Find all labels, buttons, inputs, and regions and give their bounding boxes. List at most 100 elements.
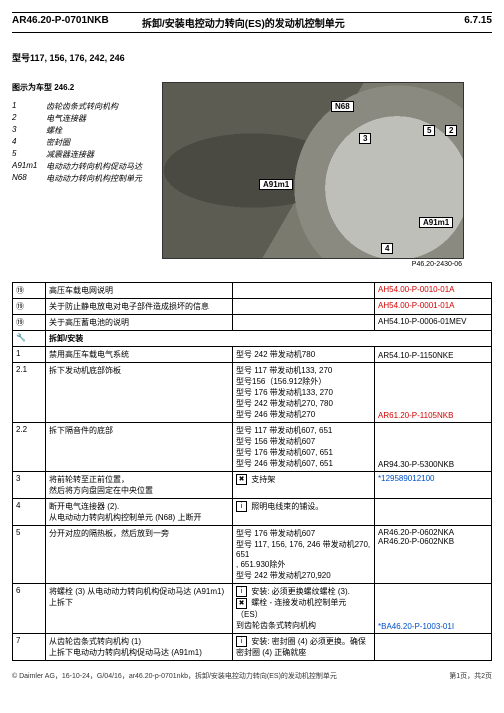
- step-no: 7: [13, 633, 46, 660]
- step-ref: AH54.00-P-0001-01A: [375, 299, 492, 315]
- step-no: ⑲: [13, 299, 46, 315]
- section-icon: 🔧: [13, 331, 46, 347]
- callout-label: 4: [381, 243, 393, 254]
- step-desc: 关于高压蓄电池的说明: [46, 315, 233, 331]
- step-cond: i 照明电线束的铺设。: [233, 499, 375, 526]
- info-icon: i: [236, 501, 247, 512]
- step-ref: *BA46.20-P-1003-01I: [375, 584, 492, 634]
- step-ref: AH54.00-P-0010-01A: [375, 283, 492, 299]
- table-row: 3将前轮转至正前位置，然后将方向盘固定在中央位置✖ 支持架*1295890121…: [13, 472, 492, 499]
- footer-left: © Daimler AG，16-10-24，G/04/16，ar46.20-p-…: [12, 671, 337, 681]
- info-icon: i: [236, 636, 247, 647]
- step-ref: AR94.30-P-5300NKB: [375, 423, 492, 472]
- table-row: ⑲关于防止静电放电对电子部件造成损坏的信息 AH54.00-P-0001-01A: [13, 299, 492, 315]
- step-desc: 高压车载电网说明: [46, 283, 233, 299]
- figure-area: N68 A91m1 2 3 5 A91m1 4 P46.20-2430-06: [162, 82, 492, 268]
- step-cond: i 安装: 必须更换螺纹螺栓 (3).✖ 螺栓 - 连接发动机控制单元（ES）到…: [233, 584, 375, 634]
- legend-row: 2电气连接器: [12, 113, 162, 124]
- doc-id: AR46.20-P-0701NKB: [12, 15, 142, 30]
- step-ref: [375, 633, 492, 660]
- step-desc: 将前轮转至正前位置，然后将方向盘固定在中央位置: [46, 472, 233, 499]
- figure-id: P46.20-2430-06: [162, 261, 462, 268]
- legend-key: 4: [12, 137, 46, 148]
- legend-key: 1: [12, 101, 46, 112]
- legend-key: 2: [12, 113, 46, 124]
- step-ref: AH54.10-P-0006-01MEV: [375, 315, 492, 331]
- figure-image: N68 A91m1 2 3 5 A91m1 4: [162, 82, 464, 259]
- step-ref: AR46.20-P-0602NKAAR46.20-P-0602NKB: [375, 526, 492, 584]
- tool-icon: ✖: [236, 598, 247, 609]
- legend-value: 电动动力转向机构促动马达: [46, 161, 162, 172]
- callout-label: N68: [331, 101, 354, 112]
- step-no: 6: [13, 584, 46, 634]
- table-row: 🔧拆卸/安装: [13, 331, 492, 347]
- legend-value: 电气连接器: [46, 113, 162, 124]
- legend-value: 密封圈: [46, 137, 162, 148]
- step-cond: [233, 283, 375, 299]
- legend-value: 减震器连接器: [46, 149, 162, 160]
- legend-row: N68电动动力转向机构控制单元: [12, 173, 162, 184]
- step-cond: 型号 242 带发动机780: [233, 347, 375, 363]
- legend-key: N68: [12, 173, 46, 184]
- table-row: 6将螺栓 (3) 从电动动力转向机构促动马达 (A91m1) 上拆下i 安装: …: [13, 584, 492, 634]
- step-ref: AR54.10-P-1150NKE: [375, 347, 492, 363]
- step-desc: 从齿轮齿条式转向机构 (1)上拆下电动动力转向机构促动马达 (A91m1): [46, 633, 233, 660]
- callout-label: A91m1: [259, 179, 293, 190]
- callout-label: 3: [359, 133, 371, 144]
- step-no: 3: [13, 472, 46, 499]
- callout-label: 2: [445, 125, 457, 136]
- table-row: 2.2拆下隔音件的底部型号 117 带发动机607, 651型号 156 带发动…: [13, 423, 492, 472]
- page-header: AR46.20-P-0701NKB 拆卸/安装电控动力转向(ES)的发动机控制单…: [12, 12, 492, 33]
- info-icon: i: [236, 586, 247, 597]
- legend-row: A91m1电动动力转向机构促动马达: [12, 161, 162, 172]
- table-row: 7从齿轮齿条式转向机构 (1)上拆下电动动力转向机构促动马达 (A91m1)i …: [13, 633, 492, 660]
- table-row: 4断开电气连接器 (2).从电动动力转向机构控制单元 (N68) 上断开i 照明…: [13, 499, 492, 526]
- step-desc: 拆下隔音件的底部: [46, 423, 233, 472]
- step-no: ⑲: [13, 283, 46, 299]
- figure-row: 图示为车型 246.2 1齿轮齿条式转向机构2电气连接器3螺栓4密封圈5减震器连…: [12, 82, 492, 268]
- tool-icon: ✖: [236, 474, 247, 485]
- step-desc: 分开对应的隔热板，然后放到一旁: [46, 526, 233, 584]
- step-ref: *129589012100: [375, 472, 492, 499]
- table-row: 1禁用高压车载电气系统型号 242 带发动机780AR54.10-P-1150N…: [13, 347, 492, 363]
- legend-row: 5减震器连接器: [12, 149, 162, 160]
- step-cond: 型号 117 带发动机607, 651型号 156 带发动机607型号 176 …: [233, 423, 375, 472]
- table-row: 2.1拆下发动机底部饰板型号 117 带发动机133, 270型号156（156…: [13, 363, 492, 423]
- step-no: 1: [13, 347, 46, 363]
- step-no: 2.1: [13, 363, 46, 423]
- step-desc: 关于防止静电放电对电子部件造成损坏的信息: [46, 299, 233, 315]
- step-desc: 禁用高压车载电气系统: [46, 347, 233, 363]
- step-desc: 断开电气连接器 (2).从电动动力转向机构控制单元 (N68) 上断开: [46, 499, 233, 526]
- section-title: 拆卸/安装: [46, 331, 492, 347]
- step-no: 5: [13, 526, 46, 584]
- footer-right: 第1页，共2页: [449, 671, 492, 681]
- legend-key: A91m1: [12, 161, 46, 172]
- table-row: 5分开对应的隔热板，然后放到一旁型号 176 带发动机607型号 117, 15…: [13, 526, 492, 584]
- step-cond: ✖ 支持架: [233, 472, 375, 499]
- table-row: ⑲高压车载电网说明 AH54.00-P-0010-01A: [13, 283, 492, 299]
- step-no: 4: [13, 499, 46, 526]
- model-line: 型号117, 156, 176, 242, 246: [12, 51, 492, 64]
- legend-key: 3: [12, 125, 46, 136]
- legend-value: 电动动力转向机构控制单元: [46, 173, 162, 184]
- page-footer: © Daimler AG，16-10-24，G/04/16，ar46.20-p-…: [12, 671, 492, 681]
- doc-title: 拆卸/安装电控动力转向(ES)的发动机控制单元: [142, 15, 442, 30]
- callout-label: A91m1: [419, 217, 453, 228]
- step-cond: 型号 176 带发动机607型号 117, 156, 176, 246 带发动机…: [233, 526, 375, 584]
- legend-row: 3螺栓: [12, 125, 162, 136]
- legend-row: 1齿轮齿条式转向机构: [12, 101, 162, 112]
- table-row: ⑲关于高压蓄电池的说明 AH54.10-P-0006-01MEV: [13, 315, 492, 331]
- legend-key: 5: [12, 149, 46, 160]
- step-ref: AR61.20-P-1105NKB: [375, 363, 492, 423]
- step-no: ⑲: [13, 315, 46, 331]
- step-cond: [233, 299, 375, 315]
- figure-caption: 图示为车型 246.2: [12, 82, 162, 93]
- callout-label: 5: [423, 125, 435, 136]
- step-cond: 型号 117 带发动机133, 270型号156（156.912除外）型号 17…: [233, 363, 375, 423]
- step-desc: 拆下发动机底部饰板: [46, 363, 233, 423]
- step-no: 2.2: [13, 423, 46, 472]
- step-cond: i 安装: 密封圈 (4) 必须更换。确保密封圈 (4) 正确就座: [233, 633, 375, 660]
- legend-row: 4密封圈: [12, 137, 162, 148]
- procedure-table: ⑲高压车载电网说明AH54.00-P-0010-01A⑲关于防止静电放电对电子部…: [12, 282, 492, 661]
- legend-value: 齿轮齿条式转向机构: [46, 101, 162, 112]
